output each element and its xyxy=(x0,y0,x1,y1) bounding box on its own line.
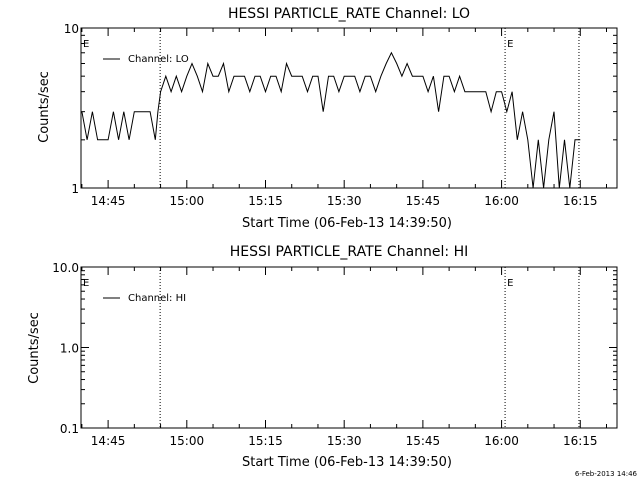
x-tick-label: 14:45 xyxy=(91,434,126,448)
x-tick-label: 15:15 xyxy=(248,434,283,448)
event-marker-e: E xyxy=(83,39,89,50)
event-marker-e: E xyxy=(507,39,513,50)
x-axis-label-hi: Start Time (06-Feb-13 14:39:50) xyxy=(242,455,452,470)
x-tick-label: 15:00 xyxy=(170,194,205,208)
timestamp-stamp: 6-Feb-2013 14:46 xyxy=(575,470,638,478)
event-marker-e: E xyxy=(83,278,89,289)
x-tick-label: 15:15 xyxy=(248,194,283,208)
x-tick-label: 14:45 xyxy=(91,194,126,208)
x-tick-label: 15:30 xyxy=(327,434,362,448)
y-axis-label-lo: Counts/sec xyxy=(37,71,52,143)
x-tick-label: 16:15 xyxy=(563,194,598,208)
x-tick-label: 16:00 xyxy=(484,194,519,208)
y-tick-label: 10.0 xyxy=(52,261,79,275)
y-axis-label-hi: Counts/sec xyxy=(27,312,42,384)
y-tick-label: 10 xyxy=(64,22,79,36)
legend-label-lo: Channel: LO xyxy=(128,54,189,65)
legend-hi: Channel: HI xyxy=(103,293,186,304)
plot-frame xyxy=(80,27,618,189)
y-tick-label: 0.1 xyxy=(60,422,79,436)
x-tick-label: 15:30 xyxy=(327,194,362,208)
series-line-lo xyxy=(81,51,581,189)
legend-label-hi: Channel: HI xyxy=(128,293,186,304)
panel-lo: HESSI PARTICLE_RATE Channel: LO Counts/s… xyxy=(37,6,618,231)
legend-lo: Channel: LO xyxy=(103,54,189,65)
x-tick-label: 15:00 xyxy=(170,434,205,448)
panel-hi: HESSI PARTICLE_RATE Channel: HI Counts/s… xyxy=(27,244,618,470)
chart-title-lo: HESSI PARTICLE_RATE Channel: LO xyxy=(228,6,470,22)
x-tick-label: 16:00 xyxy=(484,434,519,448)
y-tick-label: 1.0 xyxy=(60,342,79,356)
x-tick-label: 16:15 xyxy=(563,434,598,448)
x-tick-label: 15:45 xyxy=(406,194,441,208)
x-axis-label-lo: Start Time (06-Feb-13 14:39:50) xyxy=(242,216,452,231)
chart-title-hi: HESSI PARTICLE_RATE Channel: HI xyxy=(230,244,468,260)
y-tick-label: 1 xyxy=(71,182,79,196)
plot-frame xyxy=(80,266,618,429)
event-marker-e: E xyxy=(507,278,513,289)
x-tick-label: 15:45 xyxy=(406,434,441,448)
